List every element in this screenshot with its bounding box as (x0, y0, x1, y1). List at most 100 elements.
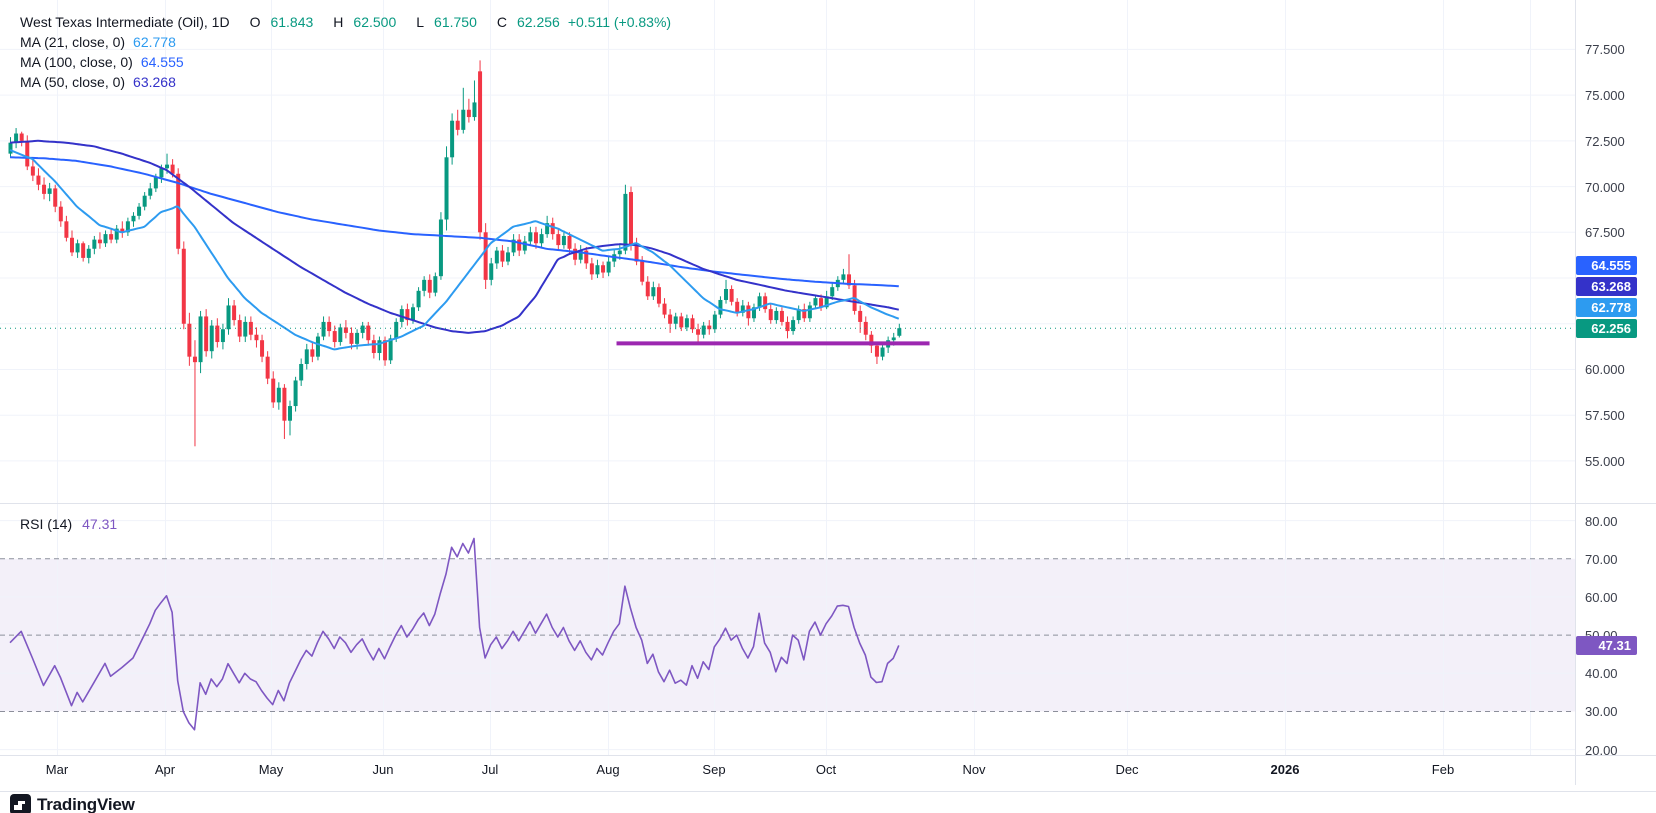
ma100-line[interactable] (9, 156, 899, 288)
candle-body (36, 175, 41, 185)
candle-body (204, 316, 209, 352)
candle-body (153, 177, 158, 189)
candle-body (422, 279, 427, 291)
rsi-tick-label: 70.00 (1585, 551, 1618, 567)
symbol-title: West Texas Intermediate (Oil), 1D (20, 14, 230, 30)
candle-body (550, 223, 555, 235)
candle-body (371, 340, 376, 354)
candle-body (137, 206, 142, 216)
candle-body (438, 219, 443, 277)
ma-value: 63.268 (133, 74, 176, 90)
candle-body (466, 109, 471, 118)
candle-body (103, 234, 108, 244)
candle-body (355, 332, 360, 344)
pane-separator[interactable] (0, 503, 1656, 504)
candle-body (539, 234, 544, 244)
ma-legend-row[interactable]: MA (50, close, 0) 63.268 (20, 72, 671, 92)
candle-body (779, 310, 784, 322)
candle-body (237, 320, 242, 337)
candle-body (69, 237, 74, 253)
time-tick-label: Oct (815, 762, 837, 777)
candle-body (271, 378, 276, 403)
candle-body (880, 347, 885, 357)
candle-body (528, 232, 533, 242)
tradingview-logo[interactable]: TradingView (10, 794, 135, 813)
candle-body (304, 349, 309, 364)
candle-body (64, 221, 69, 238)
candle-body (75, 243, 80, 253)
candle-body (131, 215, 136, 222)
price-tick-label: 57.500 (1585, 408, 1625, 424)
time-tick-label: Aug (596, 762, 620, 777)
ma-legend-rows: MA (21, close, 0) 62.778 MA (100, close, 0… (20, 32, 671, 92)
candle-body (533, 232, 538, 244)
candle-body (416, 290, 421, 308)
symbol-title-row[interactable]: West Texas Intermediate (Oil), 1D O 61.84… (20, 12, 671, 32)
rsi-line[interactable] (9, 537, 900, 731)
candle-body (718, 299, 723, 315)
ma-legend-row[interactable]: MA (100, close, 0) 64.555 (20, 52, 671, 72)
candle-body (288, 406, 292, 421)
candle-body (366, 325, 371, 341)
candle-body (254, 334, 259, 341)
candle-body (506, 252, 511, 262)
ma-legend-row[interactable]: MA (21, close, 0) 62.778 (20, 32, 671, 52)
candle-body (483, 232, 488, 280)
candle-body (343, 327, 348, 333)
ma-value: 64.555 (140, 54, 184, 70)
candle-body (410, 307, 415, 321)
price-tick-label: 55.000 (1585, 453, 1625, 469)
candle-body (796, 309, 801, 321)
rsi-legend[interactable]: RSI (14) 47.31 (20, 516, 117, 532)
candle-body (265, 356, 270, 379)
candle-body (595, 265, 600, 275)
candle-body (159, 168, 164, 178)
candle-body (584, 250, 589, 264)
price-badge: 63.268 (1576, 276, 1637, 296)
candle-body (740, 305, 745, 313)
candle-body (433, 276, 438, 293)
price-tick-label: 77.500 (1585, 42, 1625, 58)
candle-body (19, 133, 24, 141)
candle-body (478, 71, 483, 233)
candle-body (209, 325, 214, 352)
candle-body (634, 245, 639, 262)
candle-body (450, 120, 455, 158)
candle-body (165, 164, 170, 169)
plot-area[interactable] (0, 0, 1656, 785)
candle-body (377, 340, 382, 354)
time-tick-label: May (258, 762, 284, 777)
candle-body (47, 188, 52, 194)
candle-body (522, 241, 527, 251)
ma50-line[interactable] (9, 139, 900, 334)
ohlc-item: L 61.750 (416, 14, 477, 30)
ma-name: MA (21, close, 0) (20, 34, 126, 50)
candle-body (388, 338, 393, 361)
candle-body (606, 261, 611, 273)
ma21-line[interactable] (9, 149, 900, 351)
candle-body (813, 298, 818, 306)
candle-body (494, 250, 499, 264)
ma-name: MA (100, close, 0) (20, 54, 133, 70)
candle-body (707, 325, 712, 330)
candle-body (679, 316, 684, 328)
candle-body (830, 287, 835, 297)
rsi-tick-label: 60.00 (1585, 589, 1618, 605)
candle-body (226, 305, 231, 330)
candle-body (768, 309, 773, 321)
candle-body (500, 250, 505, 262)
time-tick-label: Apr (154, 762, 176, 777)
price-badge: 62.778 (1576, 297, 1637, 317)
price-badge: 62.256 (1576, 318, 1637, 338)
candle-body (841, 274, 846, 280)
ma-name: MA (50, close, 0) (20, 74, 126, 90)
candle-body (181, 248, 186, 324)
candle-body (729, 288, 734, 302)
candle-body (282, 387, 287, 421)
candle-body (891, 337, 896, 341)
candle-body (81, 243, 86, 258)
candle-body (819, 298, 824, 308)
candle-body (394, 321, 399, 339)
candle-body (176, 173, 181, 249)
